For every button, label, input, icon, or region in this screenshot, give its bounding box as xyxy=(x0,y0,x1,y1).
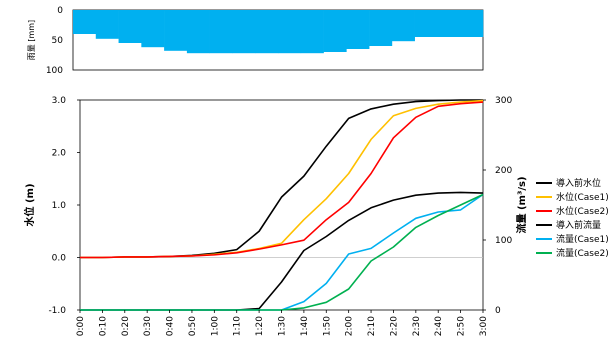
x-tick-label: 2:10 xyxy=(367,316,377,336)
x-tick-label: 1:50 xyxy=(322,316,332,336)
rain-bar xyxy=(186,10,210,54)
x-tick-label: 1:10 xyxy=(233,316,243,336)
rain-bar xyxy=(95,10,119,39)
rain-y-tick-label: 50 xyxy=(52,36,64,46)
rain-bars xyxy=(73,10,484,54)
x-tick-label: 0:10 xyxy=(98,316,108,336)
rain-bar xyxy=(73,10,97,34)
x-tick-label: 0:20 xyxy=(121,316,131,336)
right-y-tick-label: 300 xyxy=(495,96,512,106)
x-tick-label: 2:20 xyxy=(389,316,399,336)
series-line xyxy=(80,193,484,311)
x-ticks: 0:00 0:10 0:20 0:30 0:40 0:50 1:00 1:10 1:20 1:30… xyxy=(76,310,489,336)
rain-bar xyxy=(300,10,324,54)
x-tick-label: 3:00 xyxy=(479,316,489,336)
rain-y-tick-label: 0 xyxy=(57,6,63,16)
series-line xyxy=(80,99,484,259)
rain-bar xyxy=(141,10,165,48)
rain-bar xyxy=(437,10,461,37)
x-tick-label: 1:20 xyxy=(255,316,265,336)
rain-bar xyxy=(278,10,302,54)
legend-label: 導入前水位 xyxy=(556,177,601,189)
main-plot-frame xyxy=(79,99,484,311)
rain-bar xyxy=(232,10,256,54)
x-tick-label: 2:30 xyxy=(412,316,422,336)
rain-bar xyxy=(414,10,438,37)
x-tick-label: 0:50 xyxy=(188,316,198,336)
x-tick-label: 2:00 xyxy=(345,316,355,336)
right-y-tick-label: 0 xyxy=(495,306,501,316)
left-y-tick-label: 2.0 xyxy=(52,149,67,159)
rain-bar xyxy=(118,10,142,43)
series-lines xyxy=(80,99,484,311)
rain-y-tick-label: 100 xyxy=(46,66,63,76)
x-tick-label: 1:30 xyxy=(278,316,288,336)
x-tick-label: 1:40 xyxy=(300,316,310,336)
left-y-axis-label: 水位 (m) xyxy=(23,183,36,227)
legend-label: 水位(Case2) xyxy=(556,205,609,217)
rain-bar xyxy=(209,10,233,54)
series-line xyxy=(80,101,484,259)
left-y-tick-label: -1.0 xyxy=(48,306,66,316)
series-line xyxy=(80,193,484,311)
left-y-tick-label: 3.0 xyxy=(52,96,67,106)
x-tick-label: 0:30 xyxy=(143,316,153,336)
legend-label: 導入前流量 xyxy=(556,219,601,231)
rain-panel: 0 50 100 雨量 [mm] xyxy=(27,6,484,76)
x-tick-label: 1:00 xyxy=(210,316,220,336)
right-y-tick-label: 100 xyxy=(495,236,512,246)
rain-bar xyxy=(391,10,415,42)
rain-y-ticks: 0 50 100 xyxy=(46,6,63,76)
rain-bar xyxy=(460,10,484,37)
rain-bar xyxy=(164,10,188,51)
series-line xyxy=(80,99,483,259)
x-tick-label: 2:50 xyxy=(457,316,467,336)
right-y-axis-label: 流量 (m³/s) xyxy=(515,176,528,233)
main-panel: -1.0 0.0 1.0 2.0 3.0 0 100 200 300 0:00 0:10 0:20… xyxy=(23,96,528,336)
right-y-ticks: 0 100 200 300 xyxy=(483,96,512,316)
series-line xyxy=(80,191,484,311)
legend-label: 流量(Case2) xyxy=(556,247,609,259)
left-y-ticks: -1.0 0.0 1.0 2.0 3.0 xyxy=(48,96,80,316)
rain-bar xyxy=(255,10,279,54)
rain-bar xyxy=(369,10,393,46)
legend-label: 流量(Case1) xyxy=(556,233,609,245)
x-tick-label: 0:40 xyxy=(166,316,176,336)
rain-bar xyxy=(323,10,347,52)
left-y-tick-label: 0.0 xyxy=(52,254,67,264)
left-y-tick-label: 1.0 xyxy=(52,201,67,211)
x-tick-label: 2:40 xyxy=(434,316,444,336)
x-tick-label: 0:00 xyxy=(76,316,86,336)
right-y-tick-label: 200 xyxy=(495,166,512,176)
rain-y-axis-label: 雨量 [mm] xyxy=(27,20,36,60)
rain-bar xyxy=(346,10,370,49)
legend-label: 水位(Case1) xyxy=(556,191,609,203)
